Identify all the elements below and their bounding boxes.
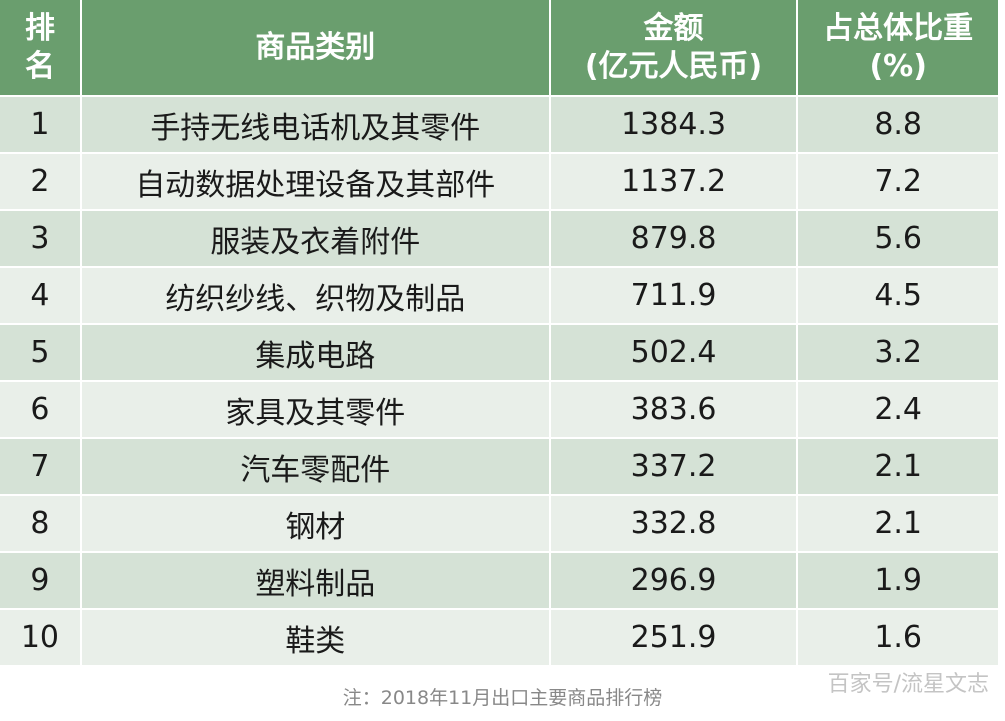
share-cell: 5.6 [798,211,998,266]
header-share: 占总体比重 (%) [798,0,998,95]
category-cell: 鞋类 [81,610,549,665]
table-row: 6 家具及其零件 383.6 2.4 [0,382,998,437]
rank-cell: 2 [0,154,80,209]
table-row: 7 汽车零配件 337.2 2.1 [0,439,998,494]
rank-cell: 6 [0,382,80,437]
table-row: 4 纺织纱线、织物及制品 711.9 4.5 [0,268,998,323]
table-row: 1 手持无线电话机及其零件 1384.3 8.8 [0,97,998,152]
table-row: 2 自动数据处理设备及其部件 1137.2 7.2 [0,154,998,209]
watermark: 百家号/流星文志 [827,672,989,697]
amount-cell: 879.8 [550,211,797,266]
rank-cell: 8 [0,496,80,551]
rank-cell: 10 [0,610,80,665]
amount-cell: 1137.2 [550,154,797,209]
rank-cell: 7 [0,439,80,494]
category-cell: 汽车零配件 [81,439,549,494]
header-category: 商品类别 [81,0,549,95]
header-amount-label: 金额 (亿元人民币) [584,10,763,84]
rank-cell: 3 [0,211,80,266]
header-rank: 排 名 [0,0,80,95]
share-cell: 1.9 [798,553,998,608]
amount-cell: 711.9 [550,268,797,323]
table-body: 1 手持无线电话机及其零件 1384.3 8.8 2 自动数据处理设备及其部件 1137.2… [0,97,998,665]
amount-cell: 502.4 [550,325,797,380]
rank-cell: 4 [0,268,80,323]
table-row: 3 服装及衣着附件 879.8 5.6 [0,211,998,266]
table-caption: 注：2018年11月出口主要商品排行榜 [342,687,663,709]
category-cell: 集成电路 [81,325,549,380]
header-row: 排 名 商品类别 金额 (亿元人民币) 占总体比重 (%) [0,0,998,95]
amount-cell: 332.8 [550,496,797,551]
table-row: 10 鞋类 251.9 1.6 [0,610,998,665]
header-amount: 金额 (亿元人民币) [550,0,797,95]
header-rank-label: 排 名 [24,10,55,84]
category-cell: 钢材 [81,496,549,551]
category-cell: 自动数据处理设备及其部件 [81,154,549,209]
amount-cell: 383.6 [550,382,797,437]
rank-cell: 1 [0,97,80,152]
category-cell: 纺织纱线、织物及制品 [81,268,549,323]
amount-cell: 337.2 [550,439,797,494]
category-cell: 服装及衣着附件 [81,211,549,266]
share-cell: 1.6 [798,610,998,665]
share-cell: 2.4 [798,382,998,437]
table-row: 5 集成电路 502.4 3.2 [0,325,998,380]
amount-cell: 1384.3 [550,97,797,152]
category-cell: 塑料制品 [81,553,549,608]
amount-cell: 251.9 [550,610,797,665]
table-row: 9 塑料制品 296.9 1.9 [0,553,998,608]
table-row: 8 钢材 332.8 2.1 [0,496,998,551]
share-cell: 2.1 [798,439,998,494]
share-cell: 3.2 [798,325,998,380]
share-cell: 4.5 [798,268,998,323]
rank-cell: 5 [0,325,80,380]
amount-cell: 296.9 [550,553,797,608]
category-cell: 家具及其零件 [81,382,549,437]
category-cell: 手持无线电话机及其零件 [81,97,549,152]
rank-cell: 9 [0,553,80,608]
header-share-label: 占总体比重 (%) [823,10,974,84]
share-cell: 2.1 [798,496,998,551]
share-cell: 8.8 [798,97,998,152]
export-ranking-table: 排 名 商品类别 金额 (亿元人民币) 占总体比重 (%) 1 手持无线电话机及其… [0,0,998,665]
header-category-label: 商品类别 [255,29,376,65]
share-cell: 7.2 [798,154,998,209]
